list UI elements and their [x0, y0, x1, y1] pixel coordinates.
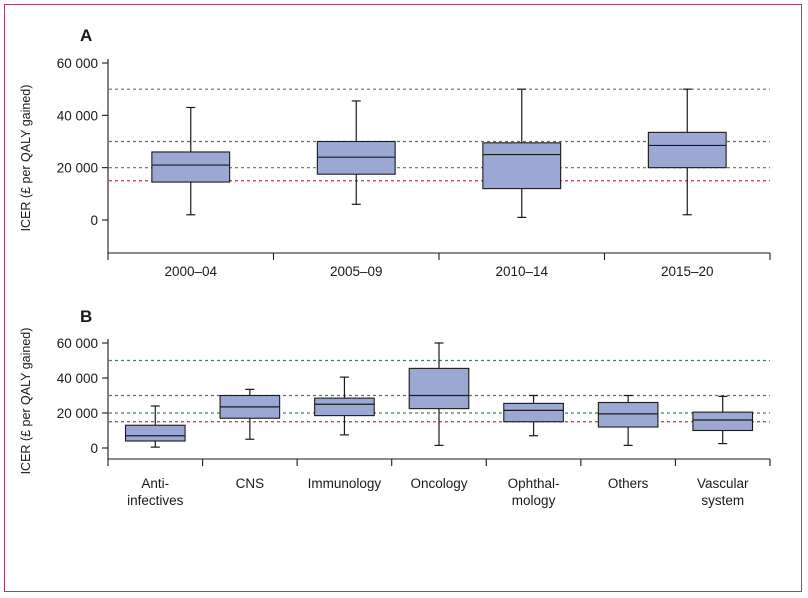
panel-b-category-label-1: CNS [236, 476, 265, 491]
panel-b-category-label-3: Oncology [410, 476, 467, 491]
panel-a-category-label-2: 2010–14 [495, 264, 548, 279]
panel-b-category-label-0-line-1: infectives [127, 493, 184, 508]
panel-b-category-label-2: Immunology [308, 476, 382, 491]
panel-a-category-label-3: 2015–20 [661, 264, 714, 279]
panel-a-y-tick-label-1: 20 000 [57, 161, 98, 176]
panel-a-box-0-iqr [151, 151, 231, 183]
panel-a-category-label-1: 2005–09 [330, 264, 383, 279]
panel-b-y-tick-label-2: 40 000 [57, 371, 98, 386]
figure-frame [4, 4, 802, 592]
panel-a-box-2-iqr [482, 142, 562, 190]
panel-a-y-tick-label-3: 60 000 [57, 56, 98, 71]
panel-a-box-3-iqr [647, 131, 727, 169]
panel-a-y-tick-label-0: 0 [90, 213, 98, 228]
panel-b-y-tick-label-3: 60 000 [57, 336, 98, 351]
panel-a-box-1-iqr [316, 140, 396, 175]
panel-b-box-2-iqr [314, 397, 375, 417]
panel-b-y-tick-label-0: 0 [90, 441, 98, 456]
panel-b-box-4-iqr [503, 402, 564, 423]
panel-b-box-5-iqr [597, 401, 659, 428]
panel-b-category-label-5: Others [608, 476, 649, 491]
panel-b-category-label-4-line-1: mology [512, 493, 556, 508]
panel-b-y-axis-label: ICER (£ per QALY gained) [19, 328, 33, 475]
panel-a-letter: A [80, 26, 92, 45]
panel-b-category-label-4-line-0: Ophthal- [508, 476, 560, 491]
panel-b-letter: B [80, 307, 92, 326]
panel-a-y-axis-label: ICER (£ per QALY gained) [19, 85, 33, 232]
panel-b-y-tick-label-1: 20 000 [57, 406, 98, 421]
panel-a-category-label-0: 2000–04 [164, 264, 217, 279]
panel-b-category-label-6-line-0: Vascular [697, 476, 749, 491]
panel-a-y-tick-label-2: 40 000 [57, 108, 98, 123]
panel-b-category-label-0-line-0: Anti- [141, 476, 169, 491]
panel-b-box-6-iqr [692, 411, 754, 432]
panel-b-box-3-iqr [408, 367, 470, 410]
panel-b-box-0-iqr [124, 424, 186, 442]
panel-b-category-label-6-line-1: system [701, 493, 744, 508]
